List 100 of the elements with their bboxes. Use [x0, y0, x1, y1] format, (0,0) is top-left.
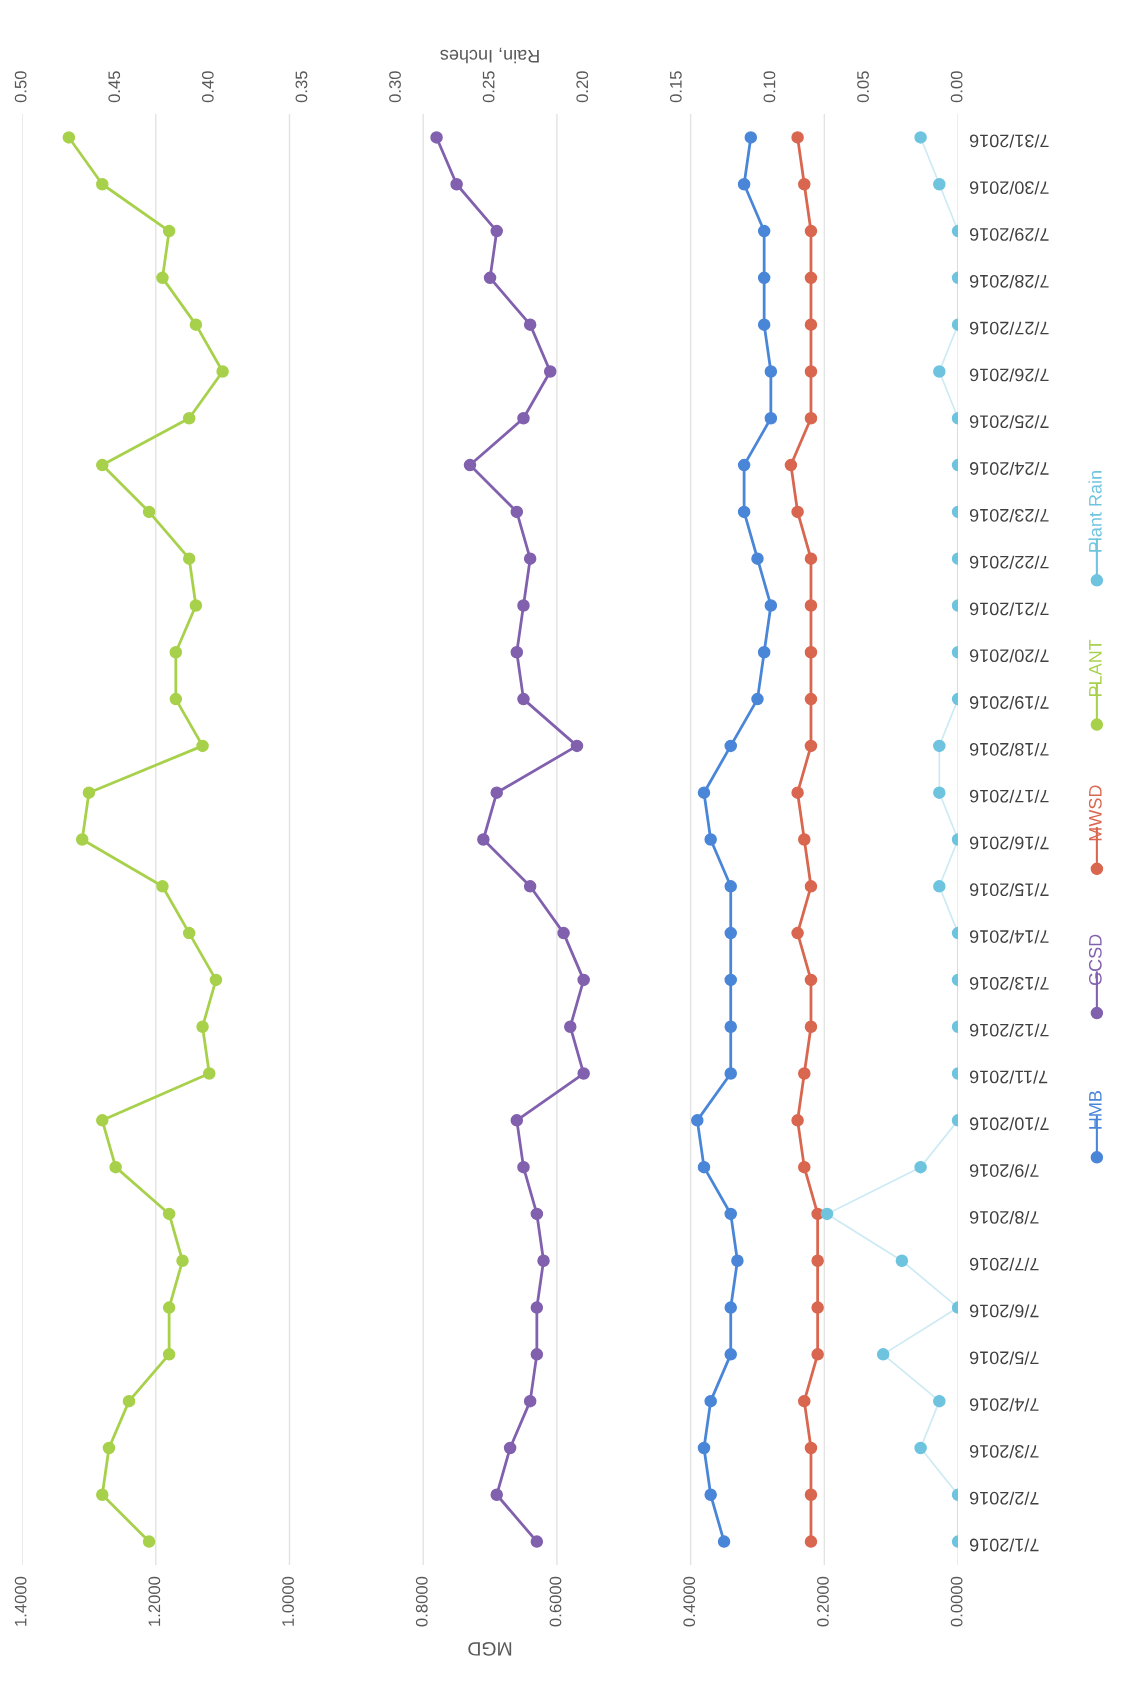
point — [724, 739, 737, 753]
point — [798, 1160, 811, 1174]
y-tick-label: 7/16/2016 — [969, 836, 1049, 850]
x-tick-label: 0.2000 — [817, 1576, 829, 1627]
x2-tick-label: 0.25 — [482, 71, 495, 103]
x2-tick-label: 0.40 — [201, 71, 214, 103]
text: Plant Rain — [1088, 471, 1102, 552]
point — [523, 552, 537, 565]
point — [169, 646, 183, 659]
x-tick-label: 0.8000 — [415, 1576, 428, 1627]
point — [510, 646, 524, 659]
y-tick-label: 7/21/2016 — [969, 602, 1049, 616]
point — [764, 599, 778, 612]
point — [784, 458, 798, 472]
point — [704, 833, 717, 846]
y-tick-label: 7/20/2016 — [969, 649, 1049, 663]
point — [724, 1020, 737, 1033]
point — [737, 505, 751, 519]
y-tick-label: 7/17/2016 — [969, 789, 1049, 803]
point — [744, 131, 758, 144]
point — [724, 880, 737, 893]
point — [196, 739, 209, 753]
point — [697, 1160, 711, 1174]
point — [737, 177, 751, 191]
x2-tick-label: 0.35 — [295, 71, 308, 103]
point — [811, 1348, 824, 1361]
y-tick-label: 7/28/2016 — [969, 274, 1049, 289]
point — [804, 365, 818, 378]
y-tick-label: 7/18/2016 — [969, 742, 1049, 757]
y-tick-label: 7/2/2016 — [969, 1491, 1039, 1506]
y-tick-label: 7/1/2016 — [969, 1538, 1039, 1552]
x-tick-label: 0.6000 — [549, 1576, 562, 1627]
x2-tick-label: 0.30 — [389, 71, 401, 103]
y-tick-label: 7/19/2016 — [969, 696, 1049, 710]
point — [182, 552, 196, 565]
point — [182, 412, 196, 425]
y-tick-label: 7/4/2016 — [969, 1398, 1039, 1412]
point — [737, 458, 751, 472]
y-tick-label: 7/8/2016 — [969, 1210, 1039, 1225]
point — [724, 926, 737, 940]
x-tick-label: 1.2000 — [148, 1576, 161, 1626]
point — [176, 1254, 189, 1267]
x-tick-label: 0.0000 — [950, 1576, 963, 1627]
point — [570, 739, 584, 753]
point — [483, 271, 497, 285]
point — [463, 458, 477, 472]
point — [96, 1488, 109, 1502]
x2-tick-label: 0.10 — [763, 71, 776, 103]
point — [751, 552, 764, 565]
point — [798, 833, 811, 846]
y-tick-label: 7/27/2016 — [969, 321, 1049, 335]
y-tick-label: 7/22/2016 — [969, 555, 1049, 569]
point — [490, 786, 503, 799]
point — [189, 318, 203, 331]
point — [804, 1488, 818, 1502]
point — [757, 224, 771, 238]
point — [62, 131, 76, 144]
point — [804, 692, 818, 706]
point — [804, 880, 818, 893]
x2-tick-label: 0.45 — [108, 71, 121, 103]
point — [162, 224, 176, 238]
point — [724, 1207, 737, 1221]
point — [804, 412, 818, 425]
y-tick-label: 7/6/2016 — [969, 1304, 1039, 1318]
text: HMB — [1089, 1091, 1102, 1129]
point — [704, 1394, 717, 1408]
point — [142, 505, 156, 519]
point — [503, 1441, 517, 1455]
point — [490, 224, 503, 238]
point — [142, 1535, 156, 1548]
point — [162, 1207, 176, 1221]
point — [577, 973, 590, 987]
point — [109, 1160, 122, 1174]
point — [804, 1020, 818, 1033]
point — [691, 1114, 704, 1127]
point — [156, 271, 169, 285]
point — [122, 1394, 136, 1408]
text: PLANT — [1089, 639, 1102, 696]
x-tick-label: 0.4000 — [683, 1576, 696, 1627]
point — [764, 412, 778, 425]
y-tick-label: 7/23/2016 — [969, 508, 1049, 523]
y-tick-label: 7/31/2016 — [969, 134, 1049, 148]
y-tick-label: 7/14/2016 — [969, 930, 1049, 944]
y-tick-label: 7/13/2016 — [969, 976, 1049, 991]
x2-tick-label: 0.15 — [669, 71, 682, 103]
point — [697, 786, 711, 799]
point — [209, 973, 223, 987]
point — [450, 177, 463, 191]
point — [517, 692, 530, 706]
y-tick-label: 7/12/2016 — [969, 1023, 1049, 1038]
point — [798, 1394, 811, 1408]
x2-tick-label: 0.20 — [576, 71, 589, 103]
point — [430, 131, 443, 144]
point — [523, 318, 537, 331]
point — [96, 1114, 109, 1127]
point — [510, 1114, 524, 1127]
point — [156, 880, 169, 893]
point — [202, 1067, 216, 1080]
x2-tick-label: 0.50 — [14, 71, 27, 103]
y-tick-label: 7/15/2016 — [969, 883, 1049, 897]
